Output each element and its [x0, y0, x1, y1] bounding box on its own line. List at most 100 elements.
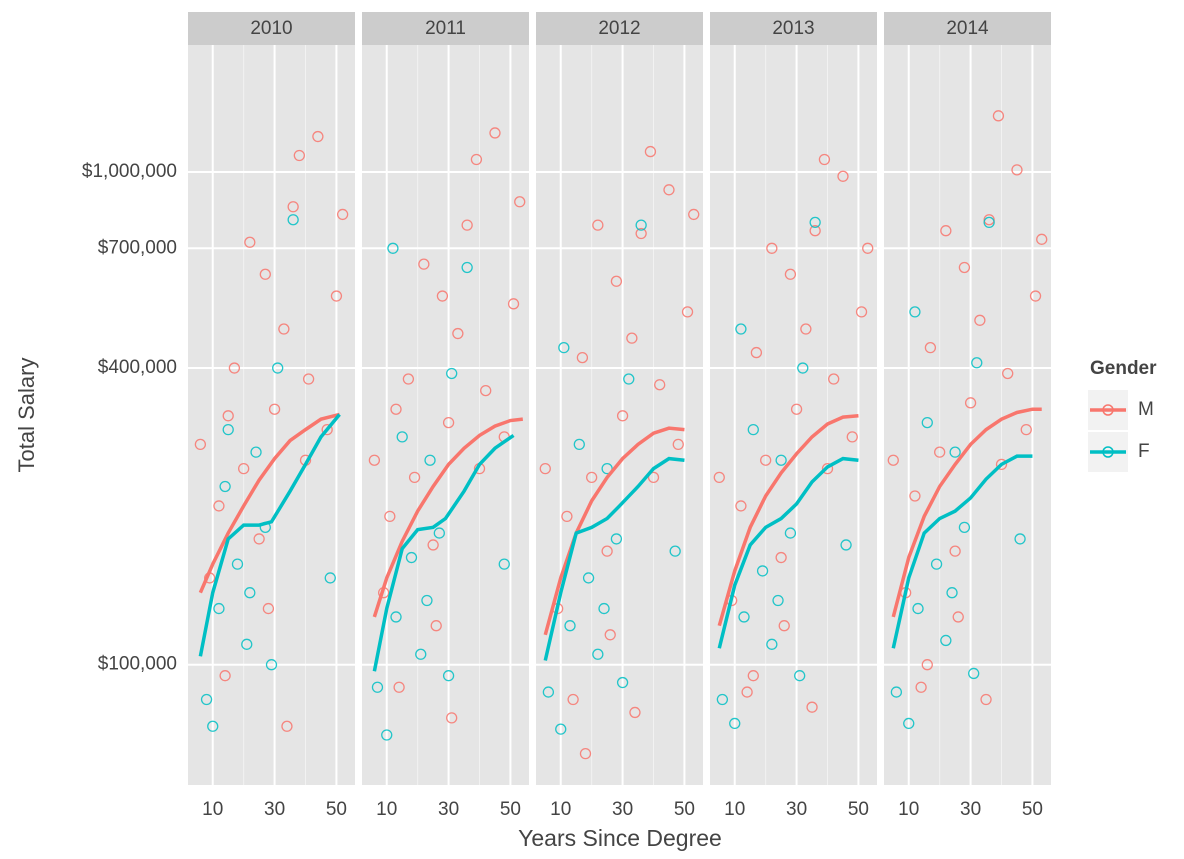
data-point: [408, 471, 421, 484]
data-point: [750, 346, 763, 359]
data-point: [430, 620, 442, 632]
smooth-line: [717, 456, 859, 649]
data-point: [222, 410, 234, 422]
data-point: [688, 208, 700, 221]
data-point: [654, 379, 666, 391]
x-tick-label: 10: [202, 799, 223, 820]
data-point: [415, 648, 427, 660]
strip-background: [710, 12, 877, 45]
facet-title: 2011: [425, 18, 466, 39]
data-point: [278, 323, 290, 335]
data-point: [946, 587, 958, 599]
smooth-line: [891, 454, 1033, 649]
data-point: [489, 127, 501, 139]
data-point: [287, 201, 299, 213]
data-point: [766, 242, 778, 254]
data-point: [964, 397, 977, 409]
data-point: [573, 438, 585, 451]
data-point: [729, 717, 741, 730]
data-point: [821, 462, 834, 475]
facet-title: 2013: [772, 18, 814, 39]
strip-background: [536, 12, 703, 45]
x-tick-label: 30: [438, 799, 459, 820]
data-point: [461, 261, 473, 274]
data-point: [390, 611, 402, 623]
smooth-line: [543, 456, 685, 661]
data-point: [809, 225, 821, 237]
data-point: [797, 362, 809, 374]
data-point: [268, 403, 281, 415]
data-point: [616, 410, 629, 422]
data-point: [259, 268, 271, 280]
data-point: [790, 403, 803, 415]
data-point: [747, 670, 759, 682]
data-point: [855, 306, 868, 318]
data-point: [775, 551, 787, 564]
data-point: [442, 416, 455, 429]
data-point: [200, 693, 213, 706]
data-point: [384, 510, 396, 523]
data-point: [837, 170, 849, 182]
data-point: [610, 533, 623, 545]
panel-background: [188, 45, 355, 785]
data-point: [940, 634, 952, 647]
data-point: [213, 602, 225, 615]
data-point: [784, 268, 797, 280]
data-point: [809, 216, 821, 229]
smooth-line: [717, 414, 859, 627]
data-point: [253, 533, 265, 545]
data-point: [371, 681, 384, 693]
legend-title: Gender: [1090, 358, 1157, 379]
data-point: [542, 686, 555, 698]
data-point: [592, 648, 604, 660]
data-point: [713, 471, 725, 484]
data-point: [1011, 164, 1023, 176]
data-point: [806, 701, 818, 713]
data-point: [828, 373, 840, 385]
data-point: [766, 638, 778, 650]
data-point: [433, 527, 445, 539]
data-point: [514, 196, 526, 208]
data-point: [921, 659, 933, 671]
data-point: [903, 717, 915, 730]
data-point: [381, 729, 393, 741]
facet-title: 2014: [946, 18, 989, 39]
data-point: [452, 327, 464, 340]
data-point: [402, 373, 415, 385]
data-point: [302, 373, 315, 385]
data-point: [387, 242, 399, 254]
data-point: [219, 670, 231, 682]
data-point: [940, 225, 952, 237]
x-tick-label: 10: [376, 799, 397, 820]
data-point: [921, 416, 933, 429]
x-tick-label: 30: [264, 799, 285, 820]
data-point: [194, 438, 207, 451]
data-point: [427, 539, 439, 551]
strip-background: [362, 12, 529, 45]
data-point: [250, 446, 262, 458]
data-point: [1020, 423, 1032, 436]
legend-point: [1102, 404, 1114, 416]
data-point: [644, 145, 657, 158]
data-point: [968, 667, 980, 680]
data-point: [735, 323, 747, 335]
panel-background: [884, 45, 1051, 785]
x-tick-label: 30: [612, 799, 633, 820]
legend-label: M: [1138, 399, 1154, 420]
data-point: [629, 706, 641, 719]
data-point: [579, 747, 592, 760]
data-point: [995, 458, 1008, 471]
data-point: [238, 462, 250, 475]
data-point: [971, 357, 983, 369]
data-point: [405, 551, 418, 564]
x-tick-label: 30: [960, 799, 981, 820]
data-point: [747, 423, 759, 436]
x-tick-label: 50: [674, 799, 695, 820]
data-point: [915, 681, 927, 693]
data-point: [567, 693, 579, 706]
data-point: [281, 720, 293, 732]
data-point: [912, 602, 924, 615]
data-point: [681, 306, 694, 318]
data-point: [784, 527, 797, 539]
x-tick-label: 30: [786, 799, 807, 820]
